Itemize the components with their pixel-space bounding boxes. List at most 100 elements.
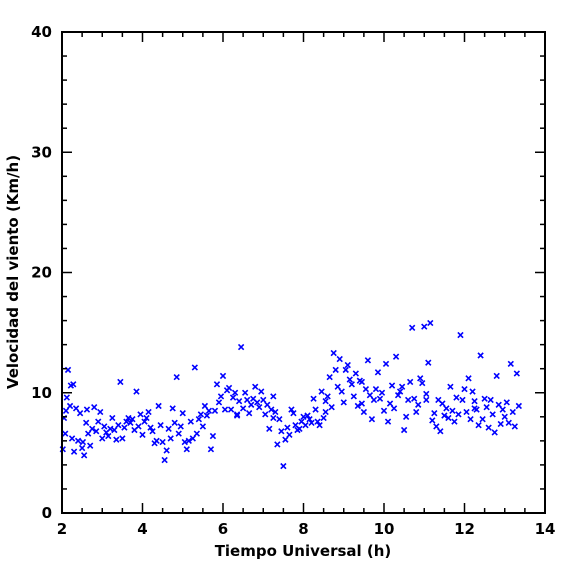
data-point bbox=[84, 430, 92, 437]
data-point bbox=[358, 400, 366, 407]
data-point bbox=[163, 447, 170, 454]
data-point bbox=[225, 384, 233, 392]
data-point bbox=[101, 423, 108, 430]
data-point bbox=[300, 413, 307, 420]
data-point bbox=[93, 428, 100, 435]
data-point bbox=[153, 437, 160, 445]
data-point bbox=[135, 423, 142, 430]
data-point bbox=[229, 394, 237, 401]
data-point bbox=[417, 375, 424, 382]
data-point bbox=[380, 407, 388, 414]
x-tick-label: 10 bbox=[374, 520, 395, 538]
data-point bbox=[372, 385, 380, 393]
plot-frame bbox=[61, 31, 546, 514]
data-point bbox=[326, 373, 333, 381]
data-point bbox=[262, 411, 269, 418]
data-point bbox=[83, 406, 91, 413]
data-point bbox=[189, 435, 196, 442]
data-point bbox=[360, 408, 368, 416]
data-point bbox=[366, 391, 374, 399]
x-tick-label: 14 bbox=[535, 520, 556, 538]
x-tick-label: 12 bbox=[454, 520, 475, 538]
data-point bbox=[231, 389, 239, 396]
data-point bbox=[117, 378, 124, 386]
data-point bbox=[245, 410, 253, 417]
data-point bbox=[239, 405, 247, 412]
data-point bbox=[91, 404, 98, 411]
data-point bbox=[105, 432, 112, 440]
data-point bbox=[264, 401, 271, 408]
y-tick-label: 0 bbox=[42, 504, 52, 522]
data-point bbox=[270, 393, 277, 400]
data-point bbox=[280, 462, 287, 470]
data-point bbox=[429, 417, 436, 424]
data-point bbox=[181, 438, 188, 446]
data-point bbox=[409, 324, 416, 331]
data-point bbox=[147, 424, 154, 431]
data-point bbox=[165, 425, 172, 432]
data-point bbox=[390, 405, 398, 412]
data-point bbox=[447, 383, 454, 390]
y-axis-title: Velocidad del viento (Km/h) bbox=[4, 155, 22, 389]
data-point bbox=[76, 410, 84, 417]
data-point bbox=[505, 419, 512, 426]
data-point bbox=[491, 429, 498, 436]
data-point bbox=[290, 410, 297, 417]
data-point bbox=[207, 446, 215, 453]
data-point bbox=[304, 412, 311, 419]
data-point bbox=[266, 425, 273, 432]
data-point bbox=[425, 359, 432, 366]
data-point bbox=[350, 393, 357, 400]
data-point bbox=[78, 444, 86, 452]
data-point bbox=[306, 416, 313, 423]
y-tick-label: 40 bbox=[31, 23, 52, 41]
data-point bbox=[70, 448, 78, 455]
data-point bbox=[427, 319, 434, 327]
data-point bbox=[173, 373, 180, 381]
data-point bbox=[221, 406, 229, 413]
data-point bbox=[511, 423, 518, 430]
x-tick-label: 6 bbox=[218, 520, 228, 538]
data-point bbox=[402, 413, 410, 420]
data-point bbox=[155, 402, 162, 410]
data-point bbox=[193, 430, 201, 437]
data-point bbox=[175, 430, 182, 437]
data-point bbox=[475, 422, 482, 429]
data-point bbox=[493, 372, 500, 380]
data-point bbox=[479, 416, 486, 423]
data-point bbox=[471, 405, 478, 412]
data-point bbox=[211, 407, 219, 414]
data-point bbox=[370, 396, 378, 404]
data-point bbox=[384, 418, 392, 425]
data-point bbox=[167, 435, 174, 442]
data-point bbox=[82, 419, 90, 426]
data-point bbox=[471, 398, 478, 405]
data-point bbox=[388, 382, 396, 389]
data-point bbox=[121, 424, 128, 431]
data-point bbox=[423, 396, 430, 404]
data-point bbox=[169, 405, 176, 412]
data-point bbox=[161, 456, 168, 464]
data-point bbox=[320, 414, 327, 422]
data-point bbox=[133, 388, 140, 395]
data-point bbox=[191, 364, 198, 371]
data-point bbox=[66, 402, 74, 410]
data-point bbox=[308, 419, 315, 426]
data-point bbox=[477, 352, 484, 359]
data-point bbox=[217, 393, 225, 400]
data-point bbox=[342, 366, 349, 374]
data-point bbox=[358, 378, 366, 386]
data-point bbox=[398, 383, 406, 390]
data-point bbox=[324, 393, 331, 400]
data-point bbox=[302, 422, 309, 429]
data-point bbox=[499, 406, 506, 413]
data-point bbox=[171, 419, 178, 426]
data-point bbox=[284, 424, 291, 431]
data-point bbox=[187, 418, 194, 425]
data-point bbox=[396, 388, 404, 395]
data-point bbox=[68, 435, 76, 442]
data-point bbox=[233, 411, 241, 418]
x-axis-title: Tiempo Universal (h) bbox=[215, 542, 392, 560]
data-point bbox=[394, 391, 402, 399]
data-point bbox=[62, 430, 69, 437]
